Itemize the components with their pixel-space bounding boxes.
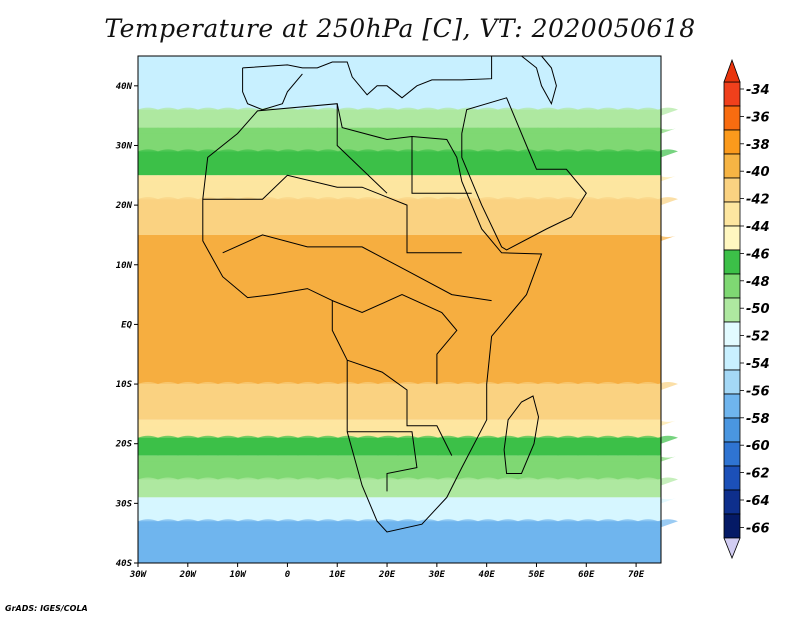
colorbar-swatch	[723, 489, 741, 515]
colorbar-swatch	[723, 465, 741, 491]
colorbar-label: -50	[746, 302, 770, 317]
band-transition	[138, 519, 678, 528]
colorbar-label: -52	[746, 330, 770, 345]
band-transition	[138, 175, 678, 182]
colorbar-swatch	[723, 249, 741, 275]
chart-title: Temperature at 250hPa [C], VT: 202005061…	[104, 14, 696, 43]
colorbar-label: -44	[746, 220, 770, 235]
lat-tick-label: 20S	[115, 440, 133, 450]
lon-tick-label: 30E	[428, 570, 446, 580]
lat-tick-label: EQ	[121, 320, 132, 330]
temperature-field	[138, 56, 678, 563]
band-transition	[138, 477, 678, 486]
lon-tick-label: 50E	[528, 570, 545, 580]
colorbar-label: -58	[746, 412, 770, 427]
caspian-coastline	[521, 55, 557, 106]
lat-tick-label: 20N	[115, 201, 133, 211]
lon-tick-label: 10W	[229, 570, 247, 580]
lat-tick-label: 40N	[116, 82, 133, 92]
country-border	[332, 294, 458, 385]
colorbar-label: -46	[746, 247, 770, 262]
iberia-coastline	[242, 67, 303, 111]
colorbar-swatch	[723, 273, 741, 299]
country-border	[222, 234, 492, 302]
temperature-band	[138, 521, 661, 563]
colorbar-label: -62	[746, 467, 770, 482]
colorbar-swatch	[723, 393, 741, 419]
colorbar-label: -38	[746, 138, 770, 153]
lat-tick-label: 10S	[116, 380, 133, 390]
lon-tick-label: 40E	[479, 570, 496, 580]
colorbar-label: -66	[746, 521, 770, 536]
band-transition	[138, 497, 678, 504]
country-border	[202, 174, 462, 254]
country-border	[347, 431, 418, 492]
colorbar-label: -34	[746, 83, 770, 98]
colorbar: -34 -36 -38 -40 -42 -44 -46 -48 -50 -52 -54 -56 -58 -…	[723, 58, 770, 560]
coastlines	[202, 55, 587, 533]
lat-tick-label: 30N	[115, 141, 133, 151]
country-border	[336, 103, 388, 194]
lon-tick-label: 10E	[329, 570, 346, 580]
madagascar-coastline	[503, 395, 540, 474]
band-transition	[138, 435, 678, 444]
colorbar-swatch	[723, 321, 741, 347]
band-transition	[138, 149, 678, 158]
colorbar-swatch	[723, 81, 741, 107]
temperature-band	[138, 234, 661, 385]
lon-tick-label: 20W	[179, 570, 198, 580]
map-frame	[137, 55, 662, 564]
colorbar-swatch	[723, 369, 741, 395]
band-transition	[138, 197, 678, 206]
band-transition	[138, 234, 678, 241]
colorbar-label: -40	[746, 165, 770, 180]
colorbar-top-arrow	[723, 58, 741, 83]
band-transition	[138, 455, 678, 462]
colorbar-label: -60	[746, 439, 770, 454]
colorbar-bottom-arrow	[723, 537, 741, 560]
colorbar-label: -48	[746, 275, 770, 290]
lon-tick-label: 70E	[628, 570, 645, 580]
colorbar-swatch	[723, 129, 741, 155]
europe-coastline	[242, 56, 493, 99]
temperature-band	[138, 56, 661, 110]
lon-tick-label: 30W	[129, 570, 148, 580]
colorbar-swatch	[723, 201, 741, 227]
colorbar-swatch	[723, 177, 741, 203]
country-border	[411, 136, 472, 194]
africa-coastline	[202, 103, 543, 533]
band-transition	[138, 382, 678, 391]
colorbar-swatch	[723, 225, 741, 251]
band-transition	[138, 419, 678, 426]
colorbar-label: -54	[746, 357, 770, 372]
colorbar-label: -42	[746, 193, 770, 208]
band-transition	[138, 127, 678, 134]
colorbar-swatch	[723, 297, 741, 323]
colorbar-swatch	[723, 153, 741, 179]
colorbar-swatch	[723, 345, 741, 371]
colorbar-swatch	[723, 105, 741, 131]
colorbar-label: -56	[746, 384, 770, 399]
lat-tick-label: 40S	[116, 559, 133, 569]
footer-credit: GrADS: IGES/COLA	[5, 604, 88, 613]
colorbar-swatch	[723, 417, 741, 443]
colorbar-swatch	[723, 513, 741, 539]
arabia-coastline	[461, 97, 587, 251]
colorbar-label: -64	[746, 494, 770, 509]
colorbar-label: -36	[746, 110, 770, 125]
lat-tick-label: 30S	[115, 499, 133, 509]
lat-tick-label: 10N	[116, 261, 133, 271]
country-border	[347, 359, 453, 456]
lon-tick-label: 60E	[578, 570, 595, 580]
colorbar-swatch	[723, 441, 741, 467]
lon-tick-label: 20E	[378, 570, 396, 580]
lon-tick-label: 0	[285, 570, 291, 580]
